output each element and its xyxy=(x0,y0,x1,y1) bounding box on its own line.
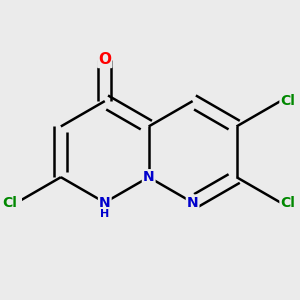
Text: N: N xyxy=(187,196,198,209)
Text: O: O xyxy=(98,52,111,67)
Text: H: H xyxy=(100,209,110,219)
Text: Cl: Cl xyxy=(280,196,295,209)
Text: Cl: Cl xyxy=(2,196,17,209)
Text: N: N xyxy=(143,170,154,184)
Text: Cl: Cl xyxy=(280,94,295,108)
Text: N: N xyxy=(99,196,111,209)
